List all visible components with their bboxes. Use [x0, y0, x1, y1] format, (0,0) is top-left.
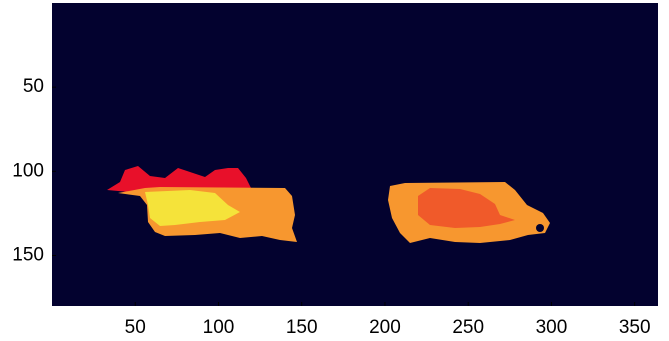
- x-tick-label: 100: [203, 317, 235, 338]
- plot-area: [52, 3, 658, 306]
- blob-hole: [536, 224, 544, 232]
- y-tick-label: 150: [12, 245, 44, 266]
- x-tick-label: 250: [452, 317, 484, 338]
- chart: 50 100 150 200 250 300 350 50 100 150: [0, 0, 669, 341]
- y-tick-label: 100: [12, 160, 44, 181]
- x-tick-label: 200: [369, 317, 401, 338]
- x-tick-label: 300: [536, 317, 568, 338]
- x-tick-label: 150: [286, 317, 318, 338]
- y-tick-label: 50: [23, 76, 44, 97]
- x-tick-label: 50: [125, 317, 146, 338]
- x-tick-label: 350: [619, 317, 651, 338]
